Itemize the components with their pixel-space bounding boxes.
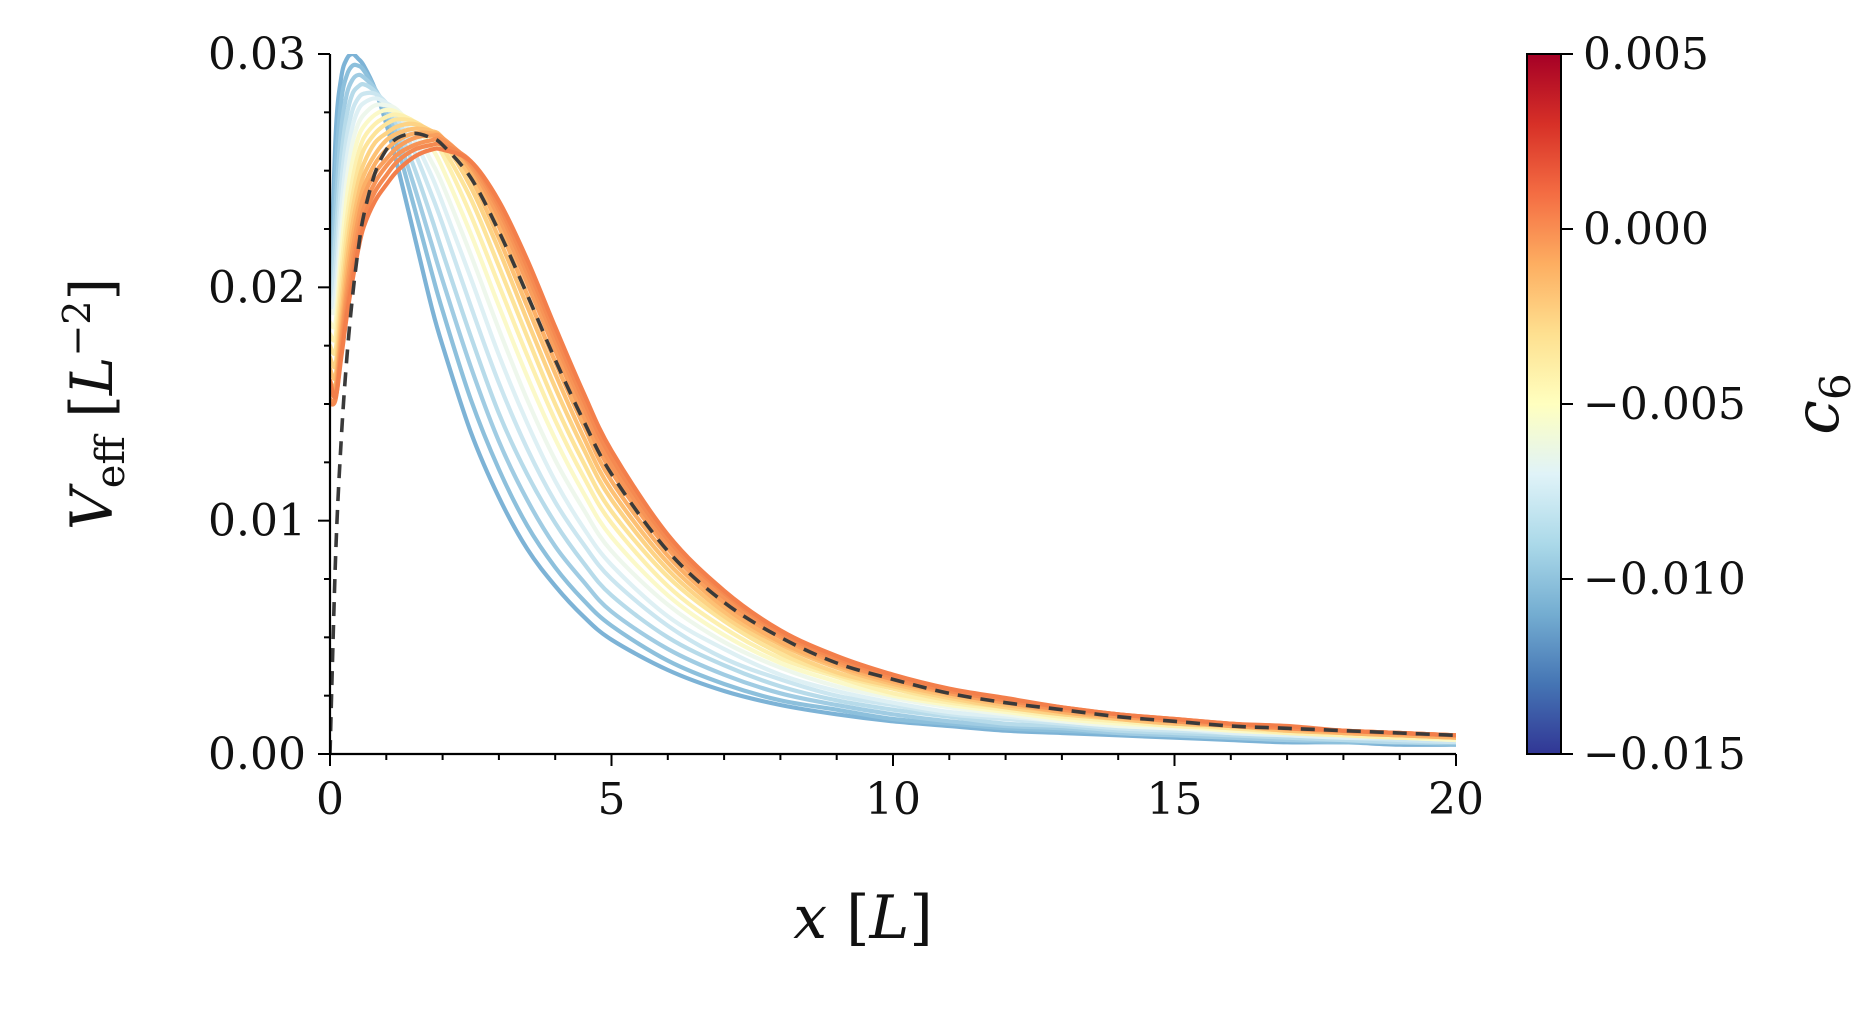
series-curve-11 <box>330 126 1456 740</box>
series-layer <box>330 54 1456 747</box>
series-curve-5 <box>330 96 1456 743</box>
series-curve-1 <box>330 62 1456 747</box>
series-curve-4 <box>330 90 1456 745</box>
colorbar-tick-label: −0.015 <box>1583 729 1746 780</box>
plot-area: 0 5 10 15 20 0.00 0.01 0.02 0.03 x [L] Veff [L−… <box>55 29 1484 953</box>
y-axis-title: Veff [L−2] <box>55 278 134 530</box>
series-curve-8 <box>330 112 1456 740</box>
x-axis-title: x [L] <box>793 883 933 953</box>
series-curve-12 <box>330 130 1456 740</box>
colorbar-tick-label: −0.005 <box>1583 379 1746 430</box>
colorbar: 0.005 0.000 −0.005 −0.010 −0.015 c6 <box>1526 29 1860 780</box>
y-axis-ticks: 0.00 0.01 0.02 0.03 <box>208 29 330 780</box>
x-tick-label: 0 <box>316 774 344 825</box>
y-tick-label: 0.01 <box>208 496 306 547</box>
y-tick-label: 0.02 <box>208 262 306 313</box>
series-curve-6 <box>330 102 1456 743</box>
colorbar-ticks: 0.005 0.000 −0.005 −0.010 −0.015 <box>1561 29 1746 780</box>
colorbar-tick-label: 0.005 <box>1583 29 1709 80</box>
colorbar-gradient <box>1526 53 1562 755</box>
x-axis-ticks: 0 5 10 15 20 <box>316 754 1484 825</box>
series-curve-2 <box>330 72 1456 745</box>
x-tick-label: 15 <box>1147 774 1203 825</box>
colorbar-title: c6 <box>1780 373 1860 434</box>
series-curve-16 <box>330 146 1456 738</box>
reference-dashed-curve <box>330 131 1456 754</box>
series-curve-3 <box>330 82 1456 745</box>
x-tick-label: 10 <box>865 774 921 825</box>
x-tick-label: 5 <box>598 774 626 825</box>
colorbar-tick-label: −0.010 <box>1583 554 1746 605</box>
y-tick-label: 0.03 <box>208 29 306 80</box>
x-tick-label: 20 <box>1428 774 1484 825</box>
y-tick-label: 0.00 <box>208 729 306 780</box>
colorbar-tick-label: 0.000 <box>1583 204 1709 255</box>
series-curve-0 <box>330 54 1456 747</box>
